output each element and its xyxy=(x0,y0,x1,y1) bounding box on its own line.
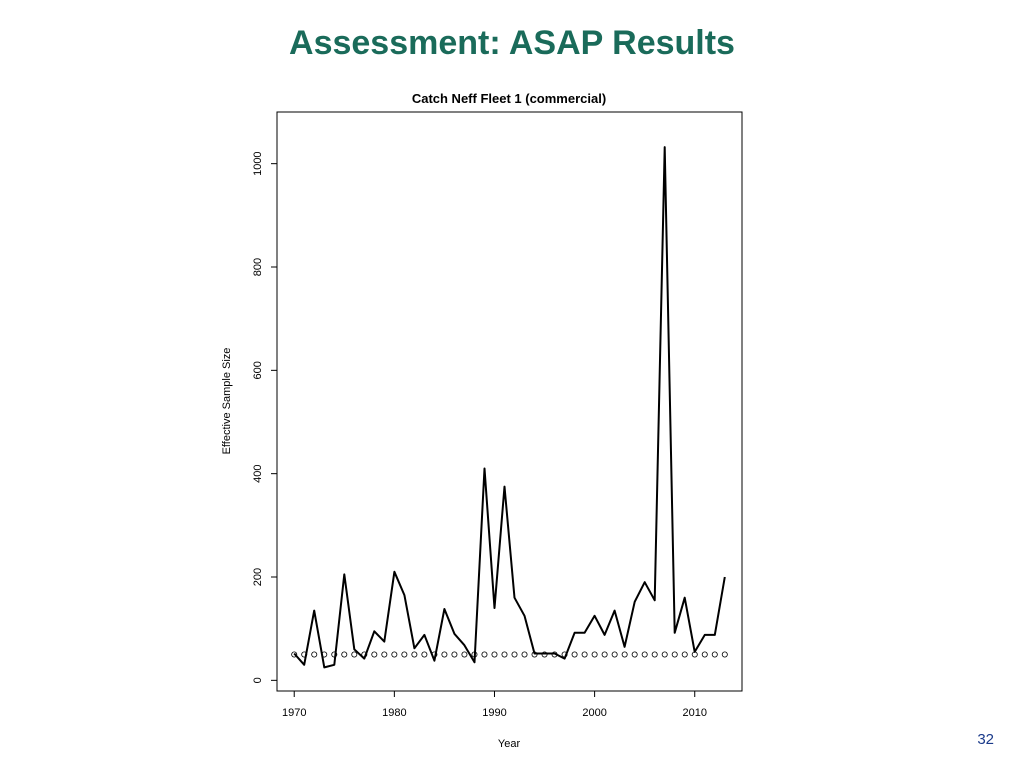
series-point xyxy=(361,651,368,658)
series-point xyxy=(461,651,468,658)
series-point xyxy=(661,651,668,658)
series-point xyxy=(671,651,678,658)
series-1-points xyxy=(291,651,728,658)
series-point xyxy=(531,651,538,658)
y-tick-label: 200 xyxy=(252,568,264,586)
series-point xyxy=(721,651,728,658)
x-tick-label: 2010 xyxy=(682,707,706,719)
series-point xyxy=(351,651,358,658)
series-point xyxy=(581,651,588,658)
series-point xyxy=(501,651,508,658)
x-axis-label: Year xyxy=(498,738,521,750)
series-point xyxy=(521,651,528,658)
series-point xyxy=(391,651,398,658)
series-point xyxy=(311,651,318,658)
series-point xyxy=(441,651,448,658)
series-point xyxy=(641,651,648,658)
series-point xyxy=(431,651,438,658)
y-tick-label: 1000 xyxy=(252,151,264,175)
y-tick-label: 400 xyxy=(252,464,264,482)
y-tick-label: 600 xyxy=(252,361,264,379)
slide-title: Assessment: ASAP Results xyxy=(289,24,735,62)
series-point xyxy=(401,651,408,658)
series-point xyxy=(691,651,698,658)
series-point xyxy=(291,651,298,658)
series-point xyxy=(321,651,328,658)
chart-title: Catch Neff Fleet 1 (commercial) xyxy=(412,91,606,106)
series-point xyxy=(411,651,418,658)
x-tick-label: 1990 xyxy=(482,707,506,719)
series-line xyxy=(293,146,726,669)
series-point xyxy=(711,651,718,658)
series-point xyxy=(301,651,308,658)
series-point xyxy=(381,651,388,658)
series-point xyxy=(451,651,458,658)
series-point xyxy=(481,651,488,658)
x-tick-label: 1980 xyxy=(382,707,406,719)
series-point xyxy=(681,651,688,658)
series-point xyxy=(601,651,608,658)
series-point xyxy=(621,651,628,658)
plot-frame xyxy=(276,111,743,692)
series-point xyxy=(631,651,638,658)
series-point xyxy=(701,651,708,658)
series-point xyxy=(561,651,568,658)
x-tick-label: 2000 xyxy=(582,707,606,719)
y-tick-label: 0 xyxy=(252,677,264,683)
series-point xyxy=(341,651,348,658)
y-axis: 0 200 400 600 800 1000 xyxy=(252,151,278,683)
series-point xyxy=(571,651,578,658)
series-point xyxy=(491,651,498,658)
series-point xyxy=(421,651,428,658)
y-axis-label: Effective Sample Size xyxy=(221,348,233,455)
x-axis: 1970 1980 1990 2000 2010 xyxy=(282,690,707,719)
series-point xyxy=(541,651,548,658)
series-point xyxy=(591,651,598,658)
page-number: 32 xyxy=(977,731,994,748)
series-point xyxy=(371,651,378,658)
series-layer xyxy=(291,146,728,669)
y-tick-label: 800 xyxy=(252,258,264,276)
x-tick-label: 1970 xyxy=(282,707,306,719)
series-point xyxy=(331,651,338,658)
series-point xyxy=(651,651,658,658)
series-point xyxy=(511,651,518,658)
series-point xyxy=(611,651,618,658)
series-point xyxy=(551,651,558,658)
series-0-line xyxy=(293,146,726,669)
series-point xyxy=(471,651,478,658)
